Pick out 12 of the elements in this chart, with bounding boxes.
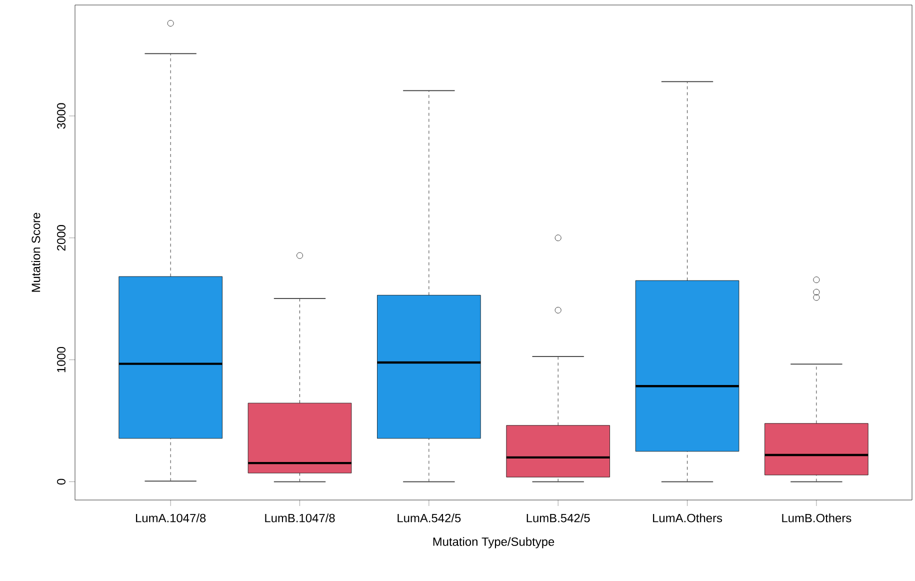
x-tick-label: LumB.Others	[782, 514, 852, 522]
x-tick-label: LumA.Others	[653, 514, 722, 522]
y-tick-label: 2000	[57, 225, 66, 251]
y-axis-title: Mutation Score	[31, 212, 40, 292]
x-axis-title: Mutation Type/Subtype	[433, 537, 554, 548]
x-tick-label: LumA.542/5	[398, 514, 461, 522]
x-tick-label: LumB.542/5	[526, 514, 590, 522]
x-tick-label: LumB.1047/8	[265, 514, 335, 522]
x-tick-label: LumA.1047/8	[136, 514, 206, 522]
y-tick-label: 3000	[57, 103, 66, 129]
y-tick-label: 1000	[57, 346, 66, 372]
y-tick-label: 0	[57, 478, 66, 485]
